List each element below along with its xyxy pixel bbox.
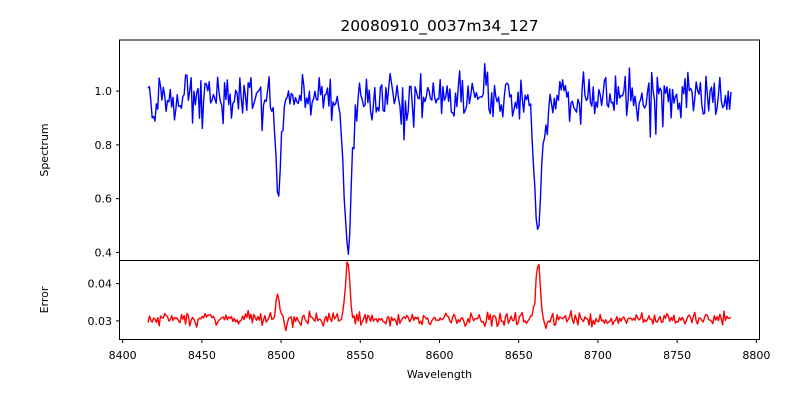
x-axis-label: Wavelength [407,368,472,381]
spectrum-line [147,63,732,255]
spectrum-panel-frame [119,39,760,261]
chart-title: 20080910_0037m34_127 [340,17,538,36]
x-tick-label: 8400 [109,349,137,362]
error-line [147,261,732,332]
x-tick-label: 8600 [426,349,454,362]
x-tick-label: 8750 [663,349,691,362]
x-tick-label: 8500 [267,349,295,362]
y-axis-label-spectrum: Spectrum [38,123,51,176]
x-tick-label: 8800 [742,349,770,362]
spectrum-y-tick-label: 1.0 [95,85,113,98]
x-tick-label: 8650 [505,349,533,362]
spectrum-y-tick-label: 0.4 [95,246,113,259]
error-panel-frame [119,260,760,340]
spectrum-y-tick-label: 0.6 [95,193,113,206]
x-tick-label: 8450 [188,349,216,362]
x-tick-label: 8550 [346,349,374,362]
x-tick-label: 8700 [584,349,612,362]
spectrum-y-tick-label: 0.8 [95,139,113,152]
y-axis-label-error: Error [38,286,51,313]
error-y-tick-label: 0.03 [88,315,113,328]
error-y-tick-label: 0.04 [88,278,113,291]
plot-layer: 1.0 0.8 0.6 0.4 0.04 0.03 8400 8450 8500 8550 8600… [88,39,770,362]
